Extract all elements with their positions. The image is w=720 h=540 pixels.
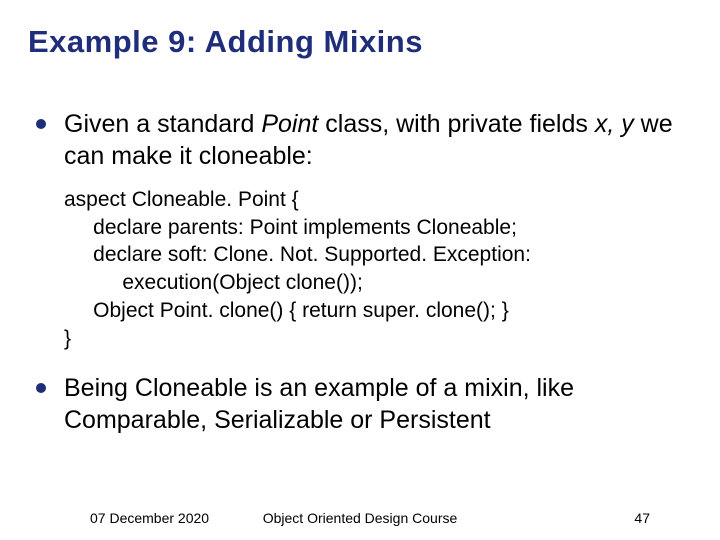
bullet-item: Being Cloneable is an example of a mixin… <box>28 372 692 436</box>
bullet-icon <box>36 383 46 393</box>
bullet-text: Being Cloneable is an example of a mixin… <box>64 372 692 436</box>
bullet-text: Given a standard Point class, with priva… <box>64 108 692 172</box>
text-part: Given a standard <box>64 110 261 138</box>
code-line: execution(Object clone()); <box>64 269 692 297</box>
code-line: aspect Cloneable. Point { <box>64 186 692 214</box>
text-part: class, with private fields <box>318 110 595 138</box>
italic-text: Point <box>261 110 318 138</box>
bullet-icon <box>36 119 46 129</box>
footer-course: Object Oriented Design Course <box>263 510 458 526</box>
footer-date: 07 December 2020 <box>90 510 209 526</box>
code-block: aspect Cloneable. Point { declare parent… <box>64 186 692 352</box>
code-line: Object Point. clone() { return super. cl… <box>64 297 692 325</box>
code-line: declare parents: Point implements Clonea… <box>64 214 692 242</box>
italic-text: x, y <box>595 110 634 138</box>
footer-page: 47 <box>634 510 650 526</box>
bullet-item: Given a standard Point class, with priva… <box>28 108 692 172</box>
slide-title: Example 9: Adding Mixins <box>28 24 692 60</box>
slide: Example 9: Adding Mixins Given a standar… <box>0 0 720 540</box>
code-line: declare soft: Clone. Not. Supported. Exc… <box>64 241 692 269</box>
code-line: } <box>64 325 692 353</box>
